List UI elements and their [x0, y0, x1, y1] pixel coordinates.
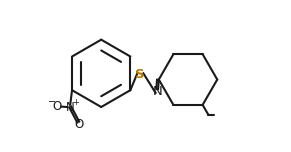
- Text: O: O: [52, 100, 62, 113]
- Text: N: N: [66, 100, 75, 114]
- Text: O: O: [74, 118, 83, 131]
- Text: +: +: [72, 98, 79, 107]
- Text: −: −: [48, 97, 56, 107]
- Text: S: S: [135, 68, 145, 81]
- Text: N: N: [153, 85, 163, 98]
